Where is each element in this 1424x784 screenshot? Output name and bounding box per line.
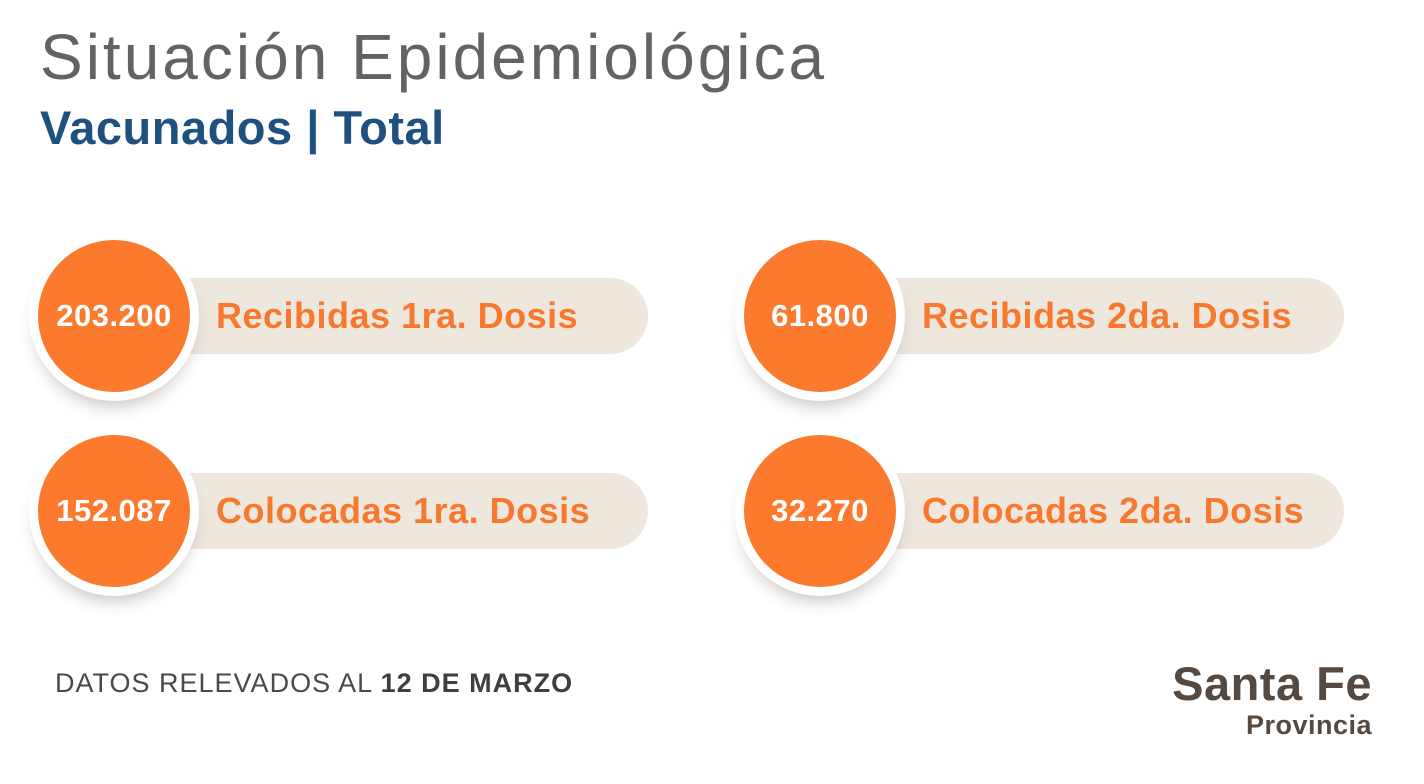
santa-fe-provincia-logo: Santa Fe Provincia (1172, 660, 1372, 741)
data-date-note-prefix: DATOS RELEVADOS AL (55, 668, 381, 698)
stat-badge-recibidas-2da: Recibidas 2da. Dosis 61.800 (744, 240, 1344, 392)
stat-circle: 61.800 (744, 240, 896, 392)
stat-label: Recibidas 1ra. Dosis (216, 295, 579, 336)
stat-pill: Colocadas 1ra. Dosis (138, 473, 648, 549)
stat-label: Colocadas 2da. Dosis (922, 490, 1305, 531)
stat-circle: 152.087 (38, 435, 190, 587)
logo-name: Santa Fe (1172, 657, 1372, 710)
stat-circle: 32.270 (744, 435, 896, 587)
page-title: Situación Epidemiológica (40, 21, 828, 93)
stat-value: 61.800 (771, 298, 869, 333)
page-subtitle: Vacunados | Total (40, 101, 445, 154)
stat-value: 152.087 (56, 493, 172, 528)
logo-subname: Provincia (1245, 710, 1372, 740)
stat-badge-recibidas-1ra: Recibidas 1ra. Dosis 203.200 (38, 240, 648, 392)
stat-value: 203.200 (56, 298, 172, 333)
stat-pill: Recibidas 1ra. Dosis (138, 278, 648, 354)
stat-badge-colocadas-2da: Colocadas 2da. Dosis 32.270 (744, 435, 1344, 587)
stat-label: Colocadas 1ra. Dosis (216, 490, 591, 531)
stat-value: 32.270 (771, 493, 869, 528)
stat-pill: Colocadas 2da. Dosis (844, 473, 1344, 549)
stat-pill: Recibidas 2da. Dosis (844, 278, 1344, 354)
data-date-note: DATOS RELEVADOS AL 12 DE MARZO (55, 668, 573, 699)
stat-badge-colocadas-1ra: Colocadas 1ra. Dosis 152.087 (38, 435, 648, 587)
stat-label: Recibidas 2da. Dosis (922, 295, 1293, 336)
data-date-note-date: 12 DE MARZO (380, 668, 574, 698)
stat-circle: 203.200 (38, 240, 190, 392)
